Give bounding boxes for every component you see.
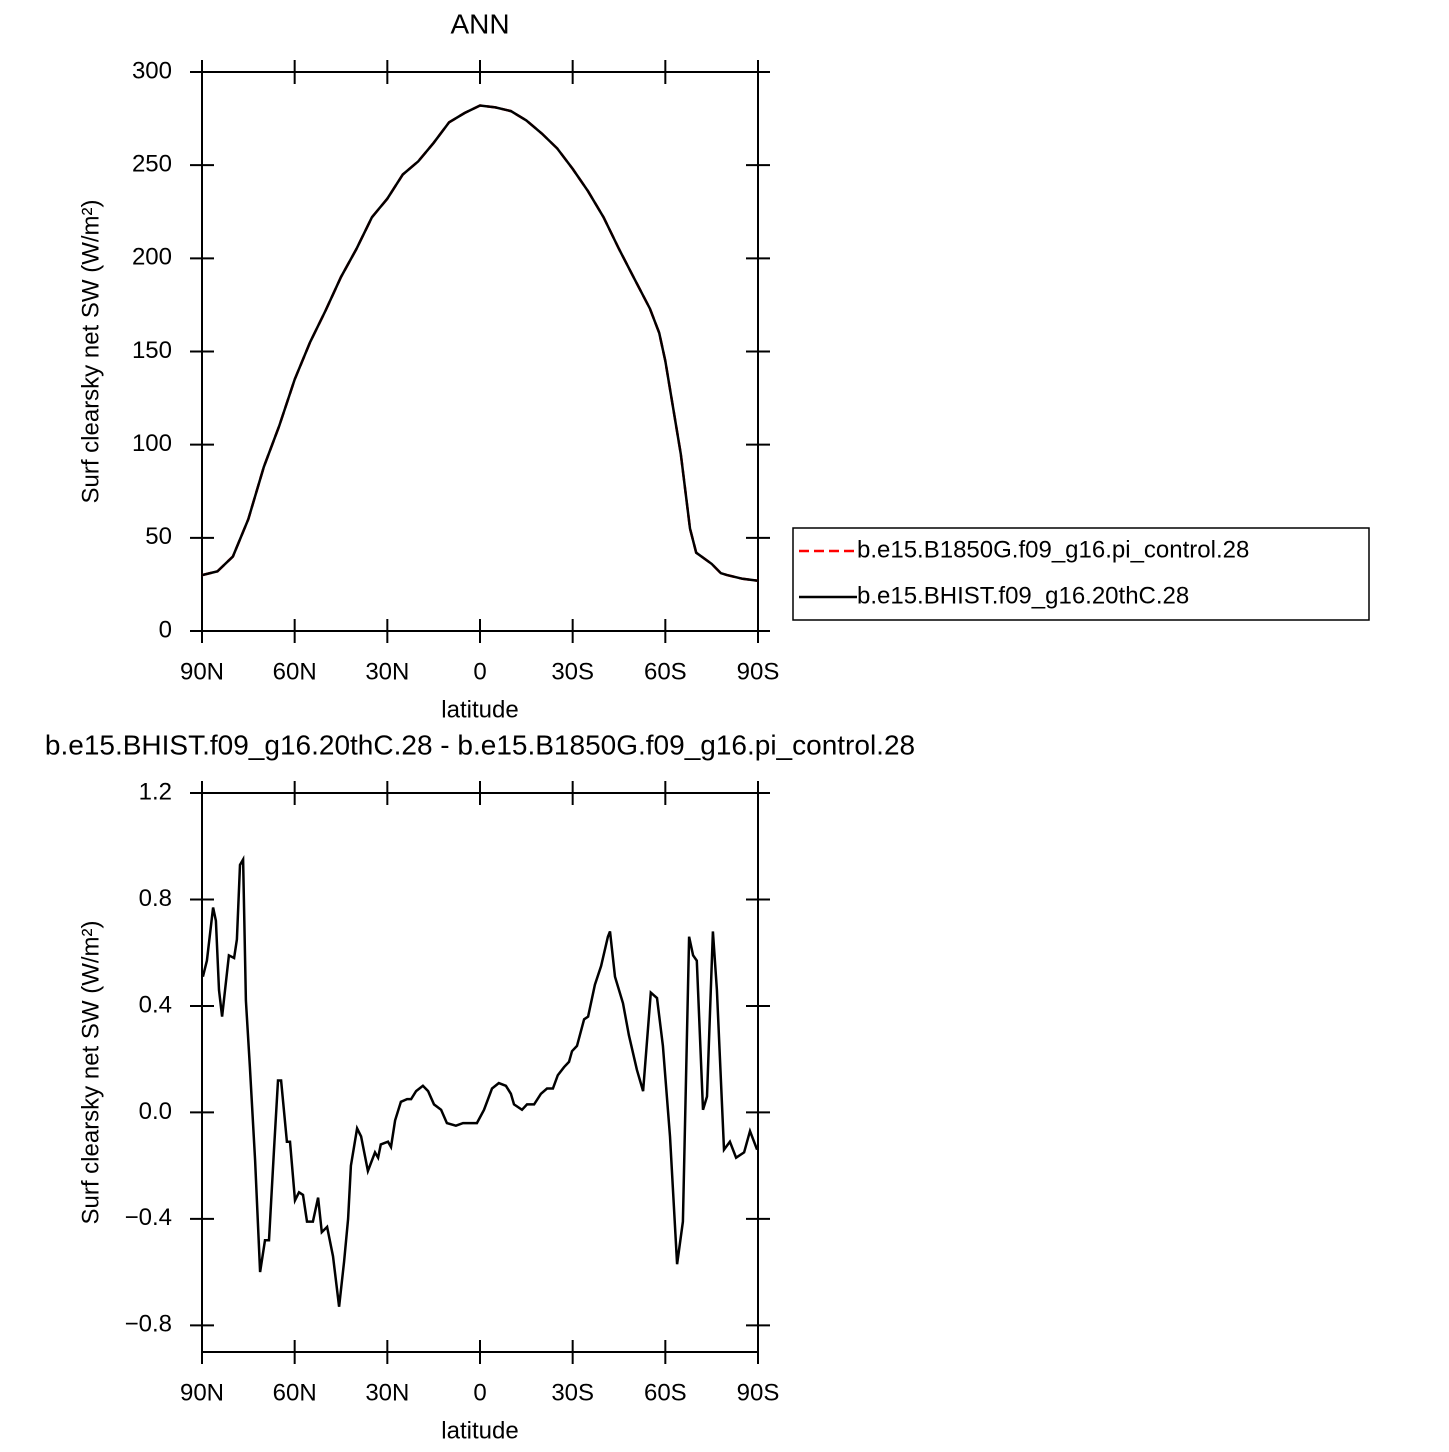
y-tick-label: 150: [132, 337, 172, 364]
y-tick-label: 0: [159, 616, 172, 643]
y-axis-label: Surf clearsky net SW (W/m²): [77, 920, 104, 1224]
x-axis-label: latitude: [441, 1417, 518, 1444]
data-line: [201, 854, 759, 1307]
legend-label: b.e15.BHIST.f09_g16.20thC.28: [857, 582, 1189, 609]
y-axis-label: Surf clearsky net SW (W/m²): [77, 199, 104, 503]
x-tick-label: 30S: [551, 658, 594, 685]
x-tick-label: 90S: [737, 658, 780, 685]
chart-title: b.e15.BHIST.f09_g16.20thC.28 - b.e15.B18…: [45, 729, 915, 760]
y-tick-label: −0.4: [125, 1204, 172, 1231]
plot-frame: [201, 792, 759, 1353]
x-tick-label: 90N: [180, 1379, 224, 1406]
x-tick-label: 60S: [644, 658, 687, 685]
x-tick-label: 60S: [644, 1379, 687, 1406]
x-tick-label: 30S: [551, 1379, 594, 1406]
y-tick-label: 200: [132, 244, 172, 271]
x-tick-label: 60N: [273, 658, 317, 685]
y-tick-label: 100: [132, 430, 172, 457]
x-tick-label: 30N: [365, 658, 409, 685]
plot-frame: [201, 71, 759, 632]
data-line: [201, 104, 759, 582]
y-tick-label: −0.8: [125, 1311, 172, 1338]
data-line: [201, 104, 759, 582]
y-tick-label: 1.2: [139, 778, 172, 805]
y-tick-label: 50: [145, 523, 172, 550]
x-tick-label: 60N: [273, 1379, 317, 1406]
x-tick-label: 0: [473, 1379, 486, 1406]
x-tick-label: 0: [473, 658, 486, 685]
x-tick-label: 90N: [180, 658, 224, 685]
y-tick-label: 300: [132, 57, 172, 84]
legend-box: [792, 527, 1370, 621]
legend-label: b.e15.B1850G.f09_g16.pi_control.28: [857, 536, 1249, 563]
x-tick-label: 30N: [365, 1379, 409, 1406]
y-tick-label: 0.0: [139, 1098, 172, 1125]
x-tick-label: 90S: [737, 1379, 780, 1406]
chart-title: ANN: [450, 8, 509, 39]
y-tick-label: 250: [132, 151, 172, 178]
y-tick-label: 0.8: [139, 885, 172, 912]
x-axis-label: latitude: [441, 696, 518, 723]
y-tick-label: 0.4: [139, 991, 172, 1018]
